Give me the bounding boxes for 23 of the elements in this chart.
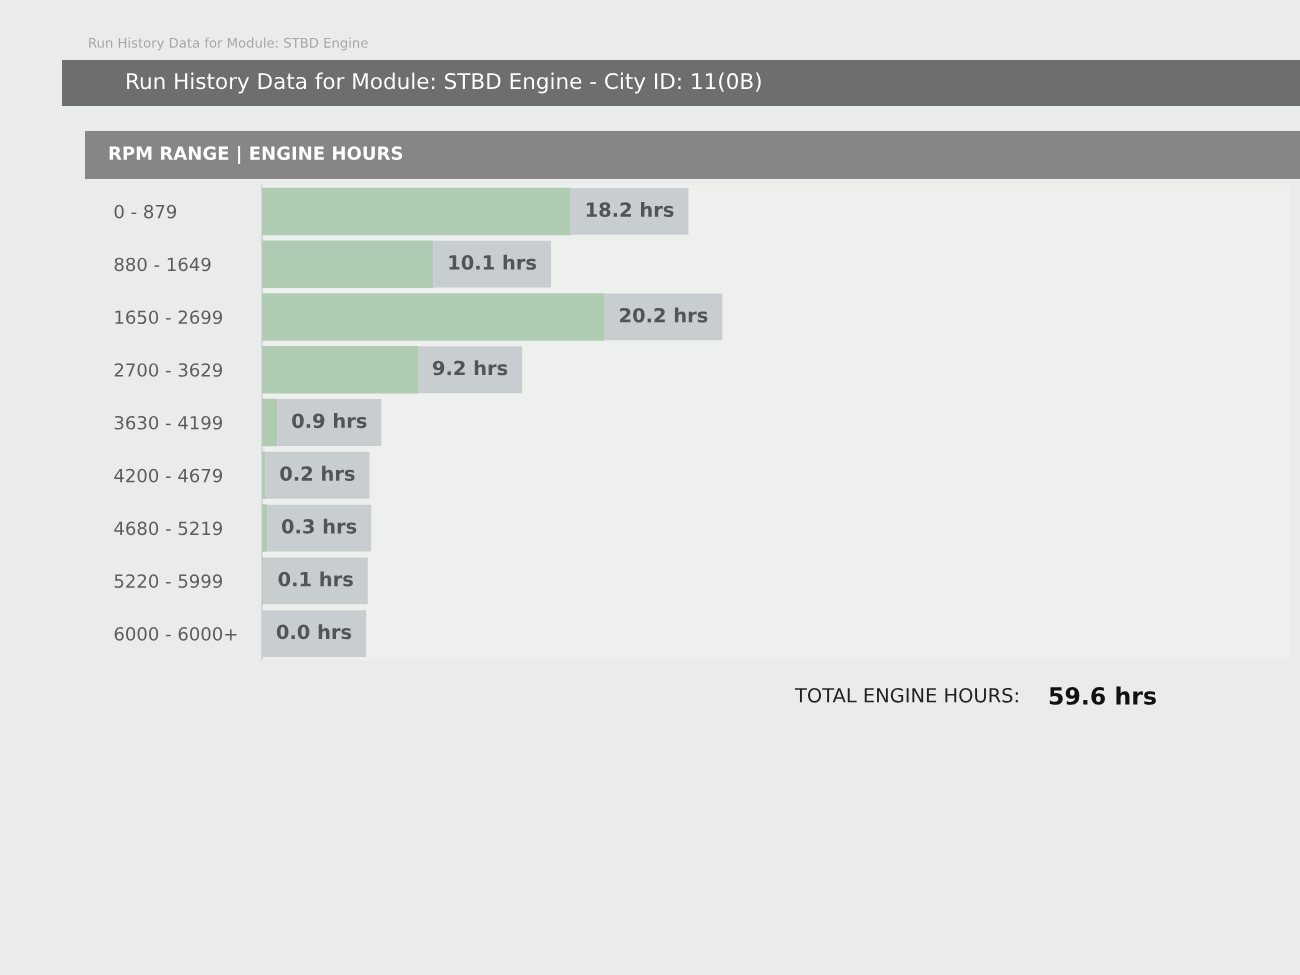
data-label: 0.1 hrs: [278, 571, 353, 587]
text: TOTAL ENGINE HOURS:: [794, 687, 1018, 703]
text: Run History Data for Module: STBD Engine: [89, 37, 368, 51]
y-tick-label: 3630 - 4199: [114, 415, 223, 430]
data-label: 0.0 hrs: [276, 624, 352, 640]
y-tick-label: 1650 - 2699: [115, 310, 223, 325]
data-label: 0.2 hrs: [280, 465, 355, 481]
text: 59.6 hrs: [1049, 686, 1156, 705]
data-label: 18.2 hrs: [586, 201, 674, 218]
y-tick-label: 880 - 1649: [114, 257, 211, 272]
y-tick-label: 4680 - 5219: [114, 521, 223, 536]
y-tick-label: 6000 - 6000+: [114, 627, 237, 641]
chart-subtitle: RPM RANGE | ENGINE HOURS: [109, 145, 403, 165]
y-tick-label: 4200 - 4679: [114, 468, 223, 483]
data-label: 0.9 hrs: [292, 413, 367, 429]
y-tick-label: 5220 - 5999: [114, 574, 223, 588]
y-tick-label: 2700 - 3629: [114, 363, 223, 377]
chart-title: Run History Data for Module: STBD Engine - City ID: 11(0B): [127, 72, 761, 94]
data-label: 9.2 hrs: [432, 360, 508, 376]
data-label: 10.1 hrs: [449, 254, 537, 270]
data-label: 20.2 hrs: [620, 307, 708, 323]
y-tick-label: 0 - 879: [114, 204, 177, 219]
data-label: 0.3 hrs: [281, 518, 357, 534]
